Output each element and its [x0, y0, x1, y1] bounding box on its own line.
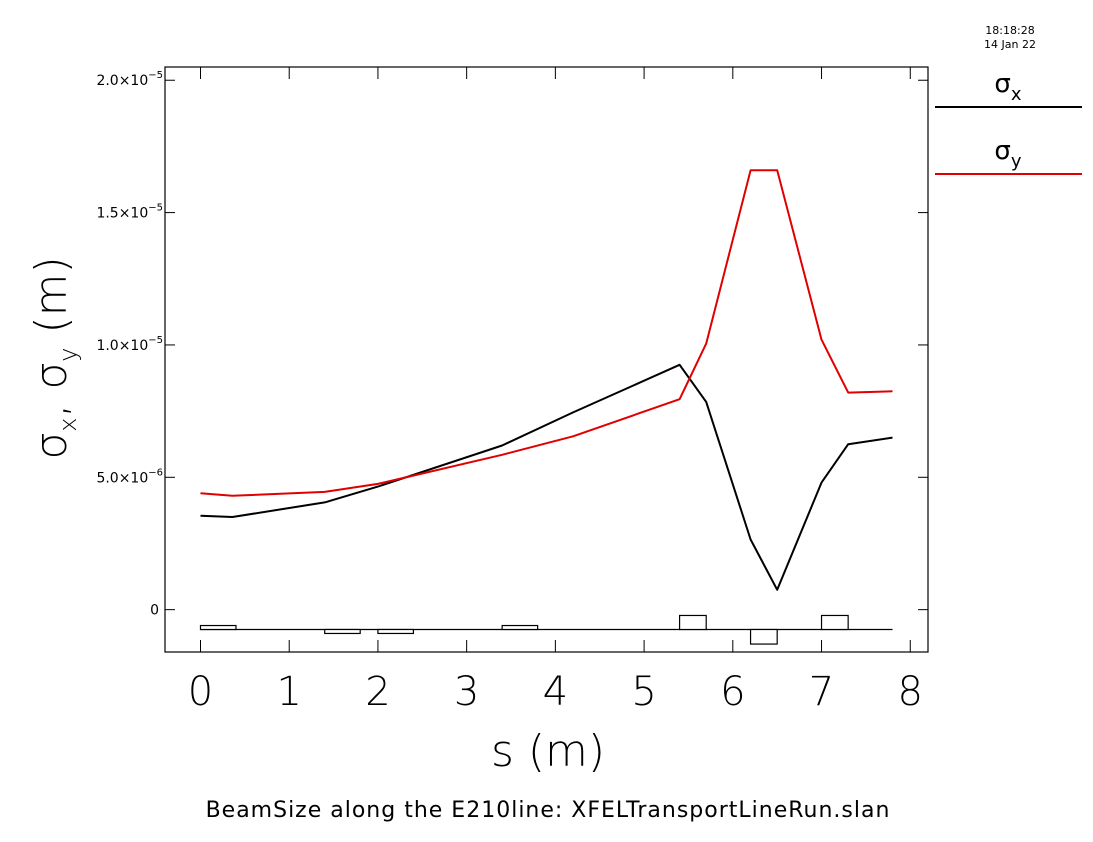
- x-axis-title: s (m): [491, 726, 605, 777]
- lattice-element: [501, 624, 539, 631]
- y-axis-title: σx, σy (m): [26, 256, 82, 459]
- series-line-y: [200, 169, 893, 497]
- figure-caption: BeamSize along the E210line: XFELTranspo…: [206, 798, 891, 823]
- y-tick-label: 0: [150, 603, 159, 619]
- series-layer: [200, 169, 893, 591]
- x-tick-label: 1: [276, 669, 301, 715]
- x-tick-label: 5: [631, 669, 656, 715]
- lattice-element: [820, 614, 849, 631]
- lattice-element: [324, 628, 361, 635]
- legend-label-x: σx: [994, 69, 1021, 105]
- lattice-elements: [199, 614, 893, 645]
- y-tick-label: 2.0×10−5: [96, 70, 163, 89]
- legend-label-y: σy: [994, 136, 1021, 172]
- y-tick-label: 1.5×10−5: [96, 203, 163, 222]
- x-tick-label: 4: [543, 669, 568, 715]
- x-tick-label: 3: [454, 669, 479, 715]
- x-axis: 0 1 2 3 4 5 6 7 8: [188, 67, 923, 715]
- svg-text:σx, σy (m): σx, σy (m): [26, 256, 82, 459]
- legend: σx σy: [935, 69, 1082, 175]
- lattice-element: [377, 628, 415, 635]
- series-line-x: [200, 363, 893, 591]
- x-tick-label: 2: [365, 669, 390, 715]
- x-tick-label: 7: [809, 669, 834, 715]
- lattice-element: [678, 614, 707, 631]
- x-tick-label: 6: [720, 669, 745, 715]
- plot-frame: [164, 66, 929, 653]
- x-tick-label: 8: [898, 669, 923, 715]
- y-tick-label: 5.0×10−6: [96, 467, 163, 486]
- lattice-element: [749, 628, 778, 645]
- x-tick-label: 0: [188, 669, 213, 715]
- y-tick-label: 1.0×10−5: [96, 335, 163, 354]
- timestamp-time: 18:18:28: [985, 24, 1034, 37]
- lattice-element: [199, 624, 237, 631]
- timestamp-date: 14 Jan 22: [984, 38, 1036, 51]
- y-axis: 0 5.0×10−6 1.0×10−5 1.5×10−5 2.0×10−5: [96, 70, 928, 619]
